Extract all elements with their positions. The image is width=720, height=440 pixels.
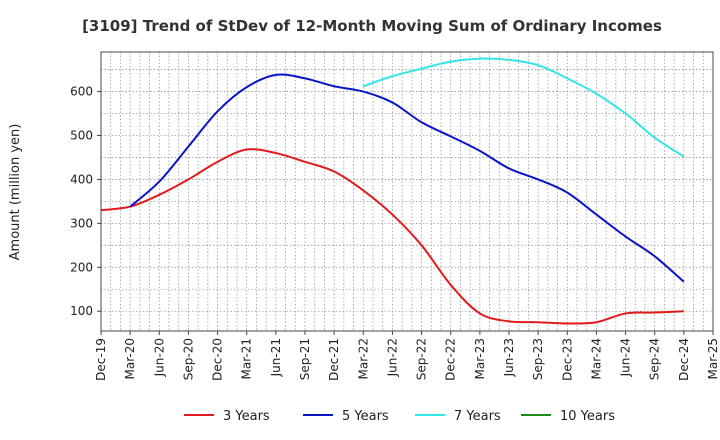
series-line-3-years — [100, 148, 684, 325]
x-tick-label: Sep-20 — [181, 338, 195, 380]
legend: 3 Years 5 Years 7 Years 10 Years — [184, 409, 615, 424]
plot-area — [101, 52, 713, 331]
x-tick-label: Mar-24 — [589, 338, 603, 379]
y-tick-label: 100 — [70, 304, 93, 318]
x-tick-label: Jun-21 — [269, 338, 283, 377]
y-tick-label: 200 — [70, 260, 93, 274]
x-axis-ticks: Dec-19 Mar-20 Jun-20 Sep-20 Dec-20 Mar-21 Jun-… — [94, 331, 720, 381]
x-tick-label: Dec-22 — [444, 338, 458, 381]
legend-label-5-years: 5 Years — [342, 409, 389, 424]
y-axis-label: Amount (million yen) — [8, 124, 23, 261]
x-tick-label: Dec-24 — [677, 338, 691, 381]
x-tick-label: Jun-23 — [502, 338, 516, 377]
x-tick-label: Mar-20 — [123, 338, 137, 379]
legend-label-3-years: 3 Years — [223, 409, 270, 424]
series-line-5-years — [129, 73, 685, 283]
y-axis-ticks: 100 200 300 400 500 600 — [70, 85, 101, 318]
plot-background — [101, 52, 713, 331]
x-tick-label: Sep-21 — [298, 338, 312, 380]
y-tick-label: 300 — [70, 216, 93, 230]
x-tick-label: Sep-23 — [531, 338, 545, 380]
plot-border — [100, 51, 714, 332]
grid — [100, 51, 714, 332]
x-tick-label: Mar-25 — [706, 338, 720, 379]
legend-label-7-years: 7 Years — [454, 409, 501, 424]
x-tick-label: Dec-23 — [560, 338, 574, 381]
x-tick-label: Jun-20 — [152, 338, 166, 377]
x-tick-label: Mar-22 — [356, 338, 370, 379]
y-tick-label: 500 — [70, 128, 93, 142]
y-tick-label: 600 — [70, 85, 93, 99]
x-tick-label: Jun-22 — [385, 338, 399, 377]
chart-title: [3109] Trend of StDev of 12-Month Moving… — [82, 17, 662, 35]
x-tick-label: Mar-21 — [240, 338, 254, 379]
x-tick-label: Sep-22 — [415, 338, 429, 380]
x-tick-label: Dec-21 — [327, 338, 341, 381]
legend-label-10-years: 10 Years — [560, 409, 615, 424]
x-tick-label: Mar-23 — [473, 338, 487, 379]
x-tick-label: Sep-24 — [648, 338, 662, 380]
series-line-7-years — [362, 57, 685, 158]
series-layer — [100, 57, 685, 325]
y-tick-label: 400 — [70, 172, 93, 186]
x-tick-label: Dec-19 — [94, 338, 108, 381]
x-tick-label: Dec-20 — [211, 338, 225, 381]
x-tick-label: Jun-24 — [619, 338, 633, 377]
